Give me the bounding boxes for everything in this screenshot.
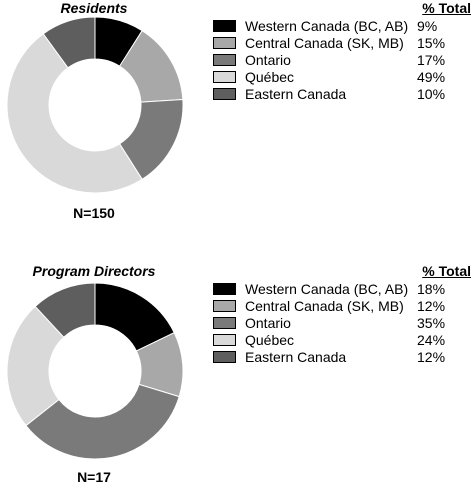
legend-header: % Total: [422, 0, 471, 16]
legend-label: Québec: [245, 331, 295, 348]
chart-title: Program Directors: [32, 263, 156, 279]
legend-row: Québec 24%: [213, 331, 471, 348]
slice-ontario: [25, 383, 180, 460]
legend-label: Central Canada (SK, MB): [245, 34, 404, 51]
legend-label: Ontario: [245, 51, 291, 68]
legend-row: Eastern Canada 10%: [213, 85, 471, 102]
legend-label: Western Canada (BC, AB): [245, 17, 409, 34]
legend-swatch: [213, 53, 236, 66]
program-directors-chart: Program Directors N=17 % Total Western C…: [0, 258, 474, 498]
legend-swatch: [213, 87, 236, 100]
legend-swatch: [213, 350, 236, 363]
legend-swatch: [213, 299, 236, 312]
legend-swatch: [213, 316, 236, 329]
legend-row: Québec 49%: [213, 68, 471, 85]
legend-value: 12%: [417, 297, 446, 314]
legend-label: Eastern Canada: [245, 348, 347, 365]
legend-row: Eastern Canada 12%: [213, 348, 471, 365]
program-directors-donut: [6, 282, 184, 460]
legend-row: Ontario 17%: [213, 51, 471, 68]
legend-value: 9%: [417, 17, 438, 34]
chart-title: Residents: [60, 0, 128, 16]
legend: % Total Western Canada (BC, AB) 9% Centr…: [213, 0, 471, 102]
legend-header: % Total: [422, 263, 471, 279]
legend-swatch: [213, 70, 236, 83]
legend-value: 35%: [417, 314, 446, 331]
legend-label: Western Canada (BC, AB): [245, 280, 409, 297]
residents-donut: [6, 16, 184, 194]
slice-eastern-canada: [34, 282, 96, 338]
legend-label: Eastern Canada: [245, 85, 347, 102]
legend-swatch: [213, 282, 236, 295]
legend-row: Western Canada (BC, AB) 18%: [213, 280, 471, 297]
legend-swatch: [213, 333, 236, 346]
legend-row: Western Canada (BC, AB) 9%: [213, 17, 471, 34]
legend-value: 17%: [417, 51, 446, 68]
legend-label: Central Canada (SK, MB): [245, 297, 404, 314]
legend-value: 12%: [417, 348, 446, 365]
legend: % Total Western Canada (BC, AB) 18% Cent…: [213, 263, 471, 365]
residents-chart: Residents N=150 % Total Western Canada (…: [0, 0, 474, 240]
legend-value: 10%: [417, 85, 446, 102]
legend-row: Central Canada (SK, MB) 12%: [213, 297, 471, 314]
legend-swatch: [213, 36, 236, 49]
legend-row: Central Canada (SK, MB) 15%: [213, 34, 471, 51]
legend-value: 49%: [417, 68, 446, 85]
legend-value: 24%: [417, 331, 446, 348]
sample-size-label: N=150: [73, 205, 115, 221]
slice-eastern-canada: [42, 16, 96, 69]
legend-swatch: [213, 19, 236, 32]
legend-label: Québec: [245, 68, 295, 85]
sample-size-label: N=17: [77, 469, 111, 485]
slice-qu-bec: [6, 33, 143, 194]
legend-value: 18%: [417, 280, 446, 297]
legend-label: Ontario: [245, 314, 291, 331]
legend-row: Ontario 35%: [213, 314, 471, 331]
legend-value: 15%: [417, 34, 446, 51]
